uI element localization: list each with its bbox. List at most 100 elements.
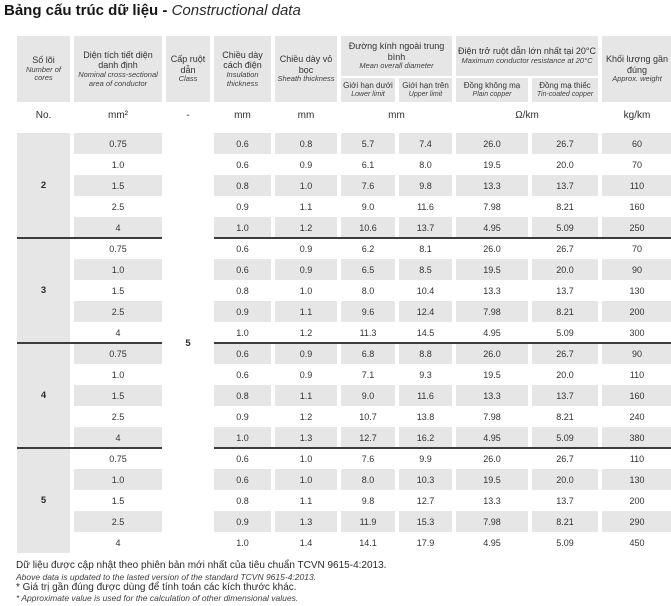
- data-cell: 6.2: [361, 243, 375, 254]
- data-cell: 4: [74, 427, 162, 448]
- data-cell: 13.3: [456, 385, 528, 406]
- data-cell: 8.1: [419, 243, 432, 254]
- page-title-vietnamese: Bảng cấu trúc dữ liệu: [4, 2, 159, 19]
- group-separator-line: [214, 447, 671, 449]
- unit-sheath: mm: [275, 102, 337, 128]
- data-cell: 8.21: [532, 511, 598, 532]
- data-cell: 1.5: [74, 175, 162, 196]
- data-cell: 1.1: [275, 385, 337, 406]
- data-cell: 9.8: [361, 495, 375, 506]
- data-cell: 1.1: [299, 201, 313, 212]
- col-header-insulation-en: Insulation thickness: [226, 70, 259, 88]
- sub-header-tinned-copper: Đồng mạ thiếc Tin-coated copper: [532, 78, 598, 102]
- data-cell: 8.21: [556, 201, 574, 212]
- data-cell: 60: [602, 133, 671, 154]
- data-cell: 110: [629, 453, 645, 464]
- sub-header-lower-limit: Giới hạn dưới Lower limit: [341, 78, 395, 102]
- data-cell: 12.7: [416, 495, 435, 506]
- sub-header-plain-copper-en: Plain copper: [472, 90, 512, 98]
- footnote-update-vi: Dữ liệu được cập nhật theo phiên bản mới…: [16, 560, 387, 571]
- data-cell: 0.6: [236, 453, 249, 464]
- data-cell: 0.9: [236, 411, 249, 422]
- data-cell: 0.75: [109, 453, 127, 464]
- data-cell: 6.1: [361, 159, 375, 170]
- data-cell: 0.8: [236, 495, 249, 506]
- data-cell: 200: [629, 495, 645, 506]
- data-cell: 12.4: [399, 301, 452, 322]
- data-cell: 160: [602, 385, 671, 406]
- group-separator-line: [17, 237, 162, 239]
- col-header-class-en: Class: [178, 74, 198, 84]
- data-cell: 0.6: [214, 343, 271, 364]
- data-cell: 7.98: [483, 201, 501, 212]
- data-cell: 7.1: [361, 369, 375, 380]
- col-header-area-vi: Diện tích tiết diện danh định: [83, 49, 153, 71]
- data-cell: 130: [629, 285, 645, 296]
- data-cell: 9.0: [341, 385, 395, 406]
- cores-count-cell: 2: [17, 133, 70, 238]
- data-cell: 450: [629, 537, 645, 548]
- group-separator-line: [17, 342, 162, 344]
- data-cell: 13.7: [556, 495, 574, 506]
- group-header-diameter: Đường kính ngoài trung bình Mean overall…: [341, 36, 452, 76]
- data-cell: 10.4: [416, 285, 435, 296]
- data-cell: 4: [74, 217, 162, 238]
- group-header-resistance-en: Maximum conductor resistance at 20°C: [461, 56, 593, 66]
- col-header-insulation: Chiều dày cách điện Insulation thickness: [214, 36, 271, 102]
- page-title: Bảng cấu trúc dữ liệu - Constructional d…: [4, 2, 301, 19]
- data-cell: 0.9: [299, 243, 313, 254]
- data-cell: 7.6: [361, 453, 375, 464]
- data-cell: 10.7: [359, 411, 377, 422]
- data-cell: 1.2: [299, 327, 313, 338]
- sub-header-plain-copper: Đồng không mạ Plain copper: [456, 78, 528, 102]
- data-cell: 1.0: [111, 159, 125, 170]
- data-cell: 110: [629, 369, 645, 380]
- data-cell: 13.7: [399, 217, 452, 238]
- data-cell: 9.6: [341, 301, 395, 322]
- data-cell: 12.7: [341, 427, 395, 448]
- data-cell: 250: [602, 217, 671, 238]
- data-cell: 380: [602, 427, 671, 448]
- data-cell: 90: [602, 259, 671, 280]
- page-title-english: Constructional data: [171, 2, 301, 19]
- sub-header-upper-limit-en: Upper limit: [408, 90, 443, 98]
- col-header-area: Diện tích tiết diện danh định Nominal cr…: [74, 36, 162, 102]
- sub-header-plain-copper-vi: Đồng không mạ: [463, 81, 521, 91]
- data-cell: 6.8: [341, 343, 395, 364]
- data-cell: 240: [629, 411, 645, 422]
- group-header-diameter-vi: Đường kính ngoài trung bình: [348, 40, 445, 62]
- col-header-weight: Khối lượng gần đúng Approx. weight: [602, 36, 671, 102]
- group-separator-line: [17, 447, 162, 449]
- data-cell: 8.21: [556, 411, 574, 422]
- data-cell: 8.0: [341, 469, 395, 490]
- data-cell: 5.09: [532, 427, 598, 448]
- data-cell: 26.0: [483, 243, 501, 254]
- data-cell: 0.8: [214, 175, 271, 196]
- data-cell: 4.95: [483, 327, 501, 338]
- data-cell: 160: [629, 201, 645, 212]
- data-cell: 0.8: [214, 385, 271, 406]
- data-cell: 1.0: [275, 469, 337, 490]
- col-header-insulation-vi: Chiều dày cách điện: [222, 49, 263, 71]
- unit-resistance: Ω/km: [456, 102, 598, 128]
- data-cell: 5.09: [556, 537, 574, 548]
- constructional-data-table: Số lõi Number of cores Diện tích tiết di…: [17, 36, 671, 553]
- data-cell: 1.4: [299, 537, 313, 548]
- data-cell: 6.5: [341, 259, 395, 280]
- data-cell: 2.5: [111, 411, 125, 422]
- data-cell: 9.0: [361, 201, 375, 212]
- unit-insulation: mm: [214, 102, 271, 128]
- data-cell: 1.0: [111, 369, 125, 380]
- data-cell: 1.3: [275, 511, 337, 532]
- data-cell: 0.8: [236, 285, 249, 296]
- group-separator-line: [214, 237, 671, 239]
- data-cell: 13.3: [483, 495, 501, 506]
- data-cell: 0.9: [214, 511, 271, 532]
- data-cell: 11.3: [359, 327, 377, 338]
- data-cell: 8.0: [361, 285, 375, 296]
- data-cell: 17.9: [416, 537, 435, 548]
- col-header-class-vi: Cấp ruột dẫn: [170, 53, 206, 75]
- data-cell: 7.6: [341, 175, 395, 196]
- data-cell: 9.3: [419, 369, 432, 380]
- data-cell: 26.7: [532, 343, 598, 364]
